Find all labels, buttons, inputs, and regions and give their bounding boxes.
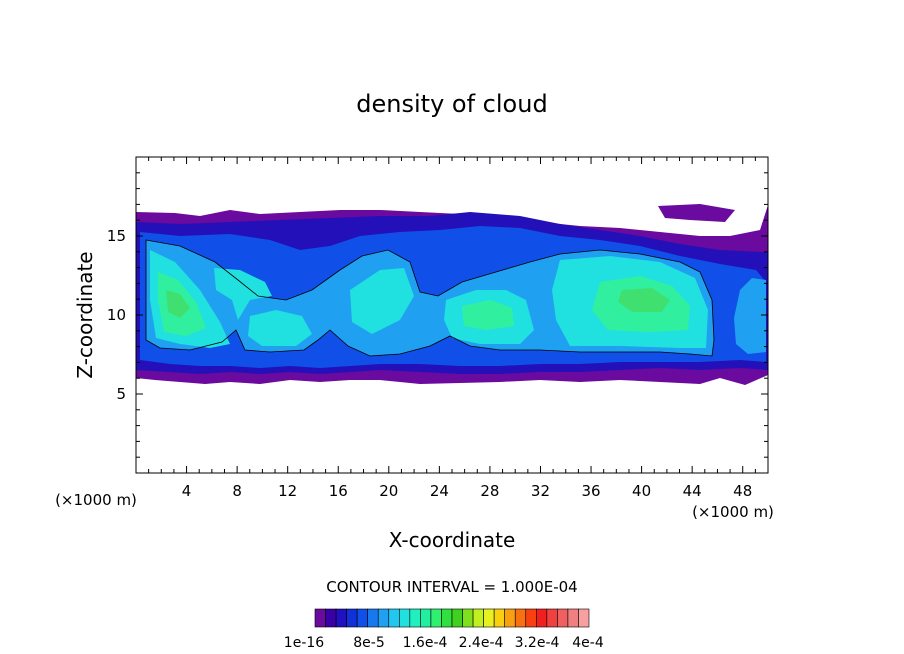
contour-line — [145, 239, 715, 357]
axis-ticks — [136, 157, 768, 473]
y-tick-label: 15 — [107, 227, 126, 245]
density-level-5b — [214, 268, 272, 320]
density-level-6c — [462, 300, 514, 330]
x-tick-label: 28 — [480, 482, 499, 500]
y-tick-label: 5 — [116, 385, 126, 403]
x-tick-label: 48 — [733, 482, 752, 500]
colorbar-swatch — [356, 608, 368, 628]
density-level-4b — [734, 278, 766, 354]
x-axis-label: X-coordinate — [389, 528, 516, 552]
x-tick-labels: 4 8 12 16 20 24 28 32 36 40 44 48 — [182, 482, 752, 500]
colorbar-label: 1e-16 — [284, 635, 324, 651]
colorbar-swatch — [399, 608, 411, 628]
density-level-7b — [618, 288, 670, 312]
colorbar-swatch — [493, 608, 505, 628]
y-tick-label: 10 — [107, 306, 126, 324]
colorbar-swatch — [546, 608, 558, 628]
colorbar-swatch — [462, 608, 474, 628]
colorbar-swatch — [483, 608, 495, 628]
x-tick-label: 32 — [531, 482, 550, 500]
x-tick-label: 40 — [632, 482, 651, 500]
colorbar-swatch — [335, 608, 347, 628]
colorbar-swatch — [409, 608, 421, 628]
colorbar-swatch — [514, 608, 527, 628]
x-tick-label: 8 — [232, 482, 242, 500]
colorbar-swatch — [367, 608, 379, 628]
x-tick-label: 12 — [278, 482, 297, 500]
x-unit-right: (×1000 m) — [692, 503, 774, 521]
colorbar-swatch — [536, 608, 548, 628]
density-field — [136, 204, 768, 385]
density-level-7 — [166, 290, 190, 318]
y-axis-label: Z-coordinate — [73, 251, 97, 378]
colorbar-labels: 1e-16 8e-5 1.6e-4 2.4e-4 3.2e-4 4e-4 — [284, 635, 604, 651]
colorbar-swatch — [325, 608, 337, 628]
colorbar-swatch — [472, 608, 484, 628]
x-tick-label: 44 — [683, 482, 702, 500]
colorbar-swatch — [388, 608, 400, 628]
contour-interval-text: CONTOUR INTERVAL = 1.000E-04 — [326, 578, 577, 596]
x-tick-label: 36 — [581, 482, 600, 500]
x-unit-left: (×1000 m) — [55, 491, 137, 509]
colorbar-label: 4e-4 — [572, 635, 604, 651]
x-tick-label: 16 — [329, 482, 348, 500]
colorbar-swatch — [430, 608, 442, 628]
density-level-5e — [248, 310, 312, 346]
colorbar-swatch — [346, 608, 358, 628]
colorbar-swatch — [557, 608, 569, 628]
density-level-1b — [658, 204, 735, 222]
colorbar-label: 2.4e-4 — [459, 635, 504, 651]
colorbar-swatch — [441, 608, 453, 628]
colorbar-swatch — [314, 608, 326, 628]
y-tick-labels: 5 10 15 — [107, 227, 126, 403]
colorbar — [314, 608, 590, 628]
colorbar-swatch — [525, 608, 537, 628]
chart-title: density of cloud — [356, 90, 547, 118]
colorbar-label: 3.2e-4 — [515, 635, 560, 651]
colorbar-swatch — [567, 608, 579, 628]
density-level-5f — [350, 268, 414, 334]
colorbar-swatch — [504, 608, 516, 628]
colorbar-label: 1.6e-4 — [403, 635, 448, 651]
colorbar-swatch — [420, 608, 432, 628]
colorbar-swatch — [377, 608, 390, 628]
colorbar-swatch — [578, 608, 590, 628]
x-tick-label: 20 — [379, 482, 398, 500]
colorbar-label: 8e-5 — [353, 635, 384, 651]
x-tick-label: 4 — [182, 482, 192, 500]
colorbar-swatch — [451, 608, 463, 628]
x-tick-label: 24 — [430, 482, 449, 500]
